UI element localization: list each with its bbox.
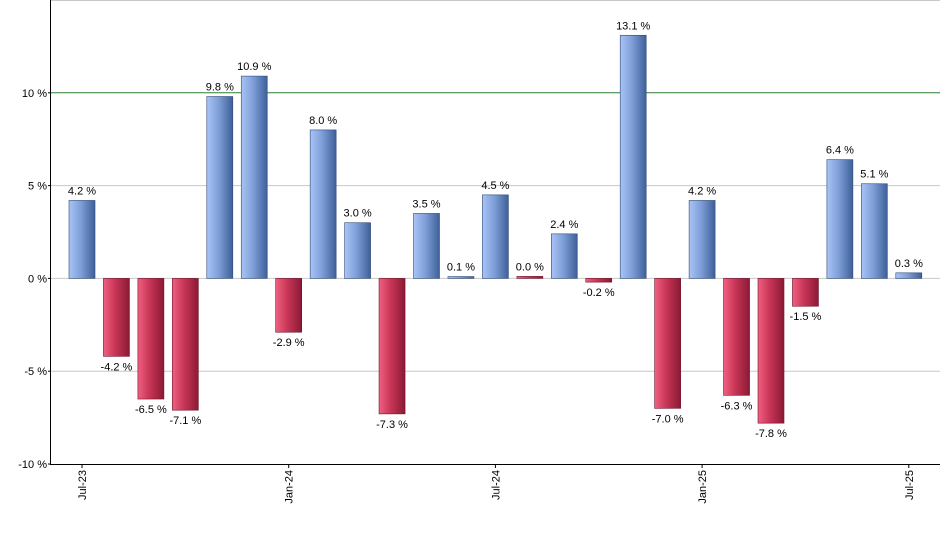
bar — [585, 278, 613, 283]
bar-data-label: 9.8 % — [206, 82, 234, 94]
bar-data-label: 2.4 % — [550, 219, 578, 231]
bar — [275, 278, 303, 333]
y-tick-label: 5 % — [28, 181, 47, 193]
x-tick-label: Jul-25 — [904, 470, 916, 500]
bar-data-label: 4.5 % — [481, 180, 509, 192]
bar-data-label: 4.2 % — [688, 185, 716, 197]
bar-data-label: 0.3 % — [895, 258, 923, 270]
bar — [447, 276, 475, 279]
bars — [68, 34, 923, 424]
bar — [172, 278, 199, 411]
bar-data-label: -4.2 % — [101, 361, 133, 373]
bar — [688, 200, 716, 279]
bar-data-label: 0.0 % — [516, 261, 544, 273]
bar-data-label: 8.0 % — [309, 115, 337, 127]
y-tick-label: 0 % — [28, 273, 47, 285]
bar-data-label: 13.1 % — [616, 20, 650, 32]
bar-data-label: -6.3 % — [721, 400, 753, 412]
bar-data-label: -7.3 % — [376, 419, 408, 431]
bar — [378, 278, 406, 415]
bar — [861, 183, 888, 279]
bar — [482, 194, 509, 279]
bar — [344, 222, 371, 279]
bar-data-label: -7.1 % — [169, 415, 201, 427]
bar-data-label: 4.2 % — [68, 185, 96, 197]
bar-data-label: -7.0 % — [652, 413, 684, 425]
bar — [757, 278, 785, 424]
x-tick-label: Jul-23 — [77, 470, 89, 500]
bar — [895, 272, 923, 279]
bar — [826, 159, 854, 279]
bar — [792, 278, 819, 307]
bar-data-label: 0.1 % — [447, 262, 475, 274]
y-tick-label: 10 % — [22, 88, 47, 100]
bar — [550, 233, 578, 279]
data-labels: 4.2 % -4.2 % -6.5 %-7.1 % 9.8 %10.9 % -2.9 %… — [68, 20, 923, 440]
bar — [723, 278, 750, 396]
bar — [103, 278, 130, 357]
bar — [619, 34, 647, 279]
bar-data-label: 3.0 % — [344, 208, 372, 220]
bar-data-label: -6.5 % — [135, 404, 167, 416]
bar — [516, 276, 544, 279]
y-tick-label: -10 % — [18, 459, 47, 471]
bar — [413, 213, 440, 279]
bar — [654, 278, 681, 409]
bar — [206, 96, 234, 279]
y-tick-label: -5 % — [24, 366, 47, 378]
bar — [68, 200, 96, 279]
bar-data-label: -7.8 % — [755, 428, 787, 440]
bar-data-label: -1.5 % — [790, 311, 822, 323]
bar-data-label: 3.5 % — [412, 198, 440, 210]
bar-data-label: -0.2 % — [583, 287, 615, 299]
bar-data-label: 10.9 % — [237, 61, 271, 73]
x-tick-label: Jul-24 — [490, 470, 502, 500]
x-tick-label: Jan-24 — [284, 470, 296, 504]
x-tick-label: Jan-25 — [697, 470, 709, 504]
bar-data-label: 6.4 % — [826, 145, 854, 157]
bar — [240, 75, 268, 279]
axes: 10 % 5 % 0 % -5 % -10 % Jul-23 Jan-24 Jul-24 Jan… — [18, 0, 940, 504]
bar-data-label: 5.1 % — [860, 169, 888, 181]
bar-data-label: -2.9 % — [273, 337, 305, 349]
bar — [309, 129, 337, 279]
bar — [137, 278, 165, 400]
